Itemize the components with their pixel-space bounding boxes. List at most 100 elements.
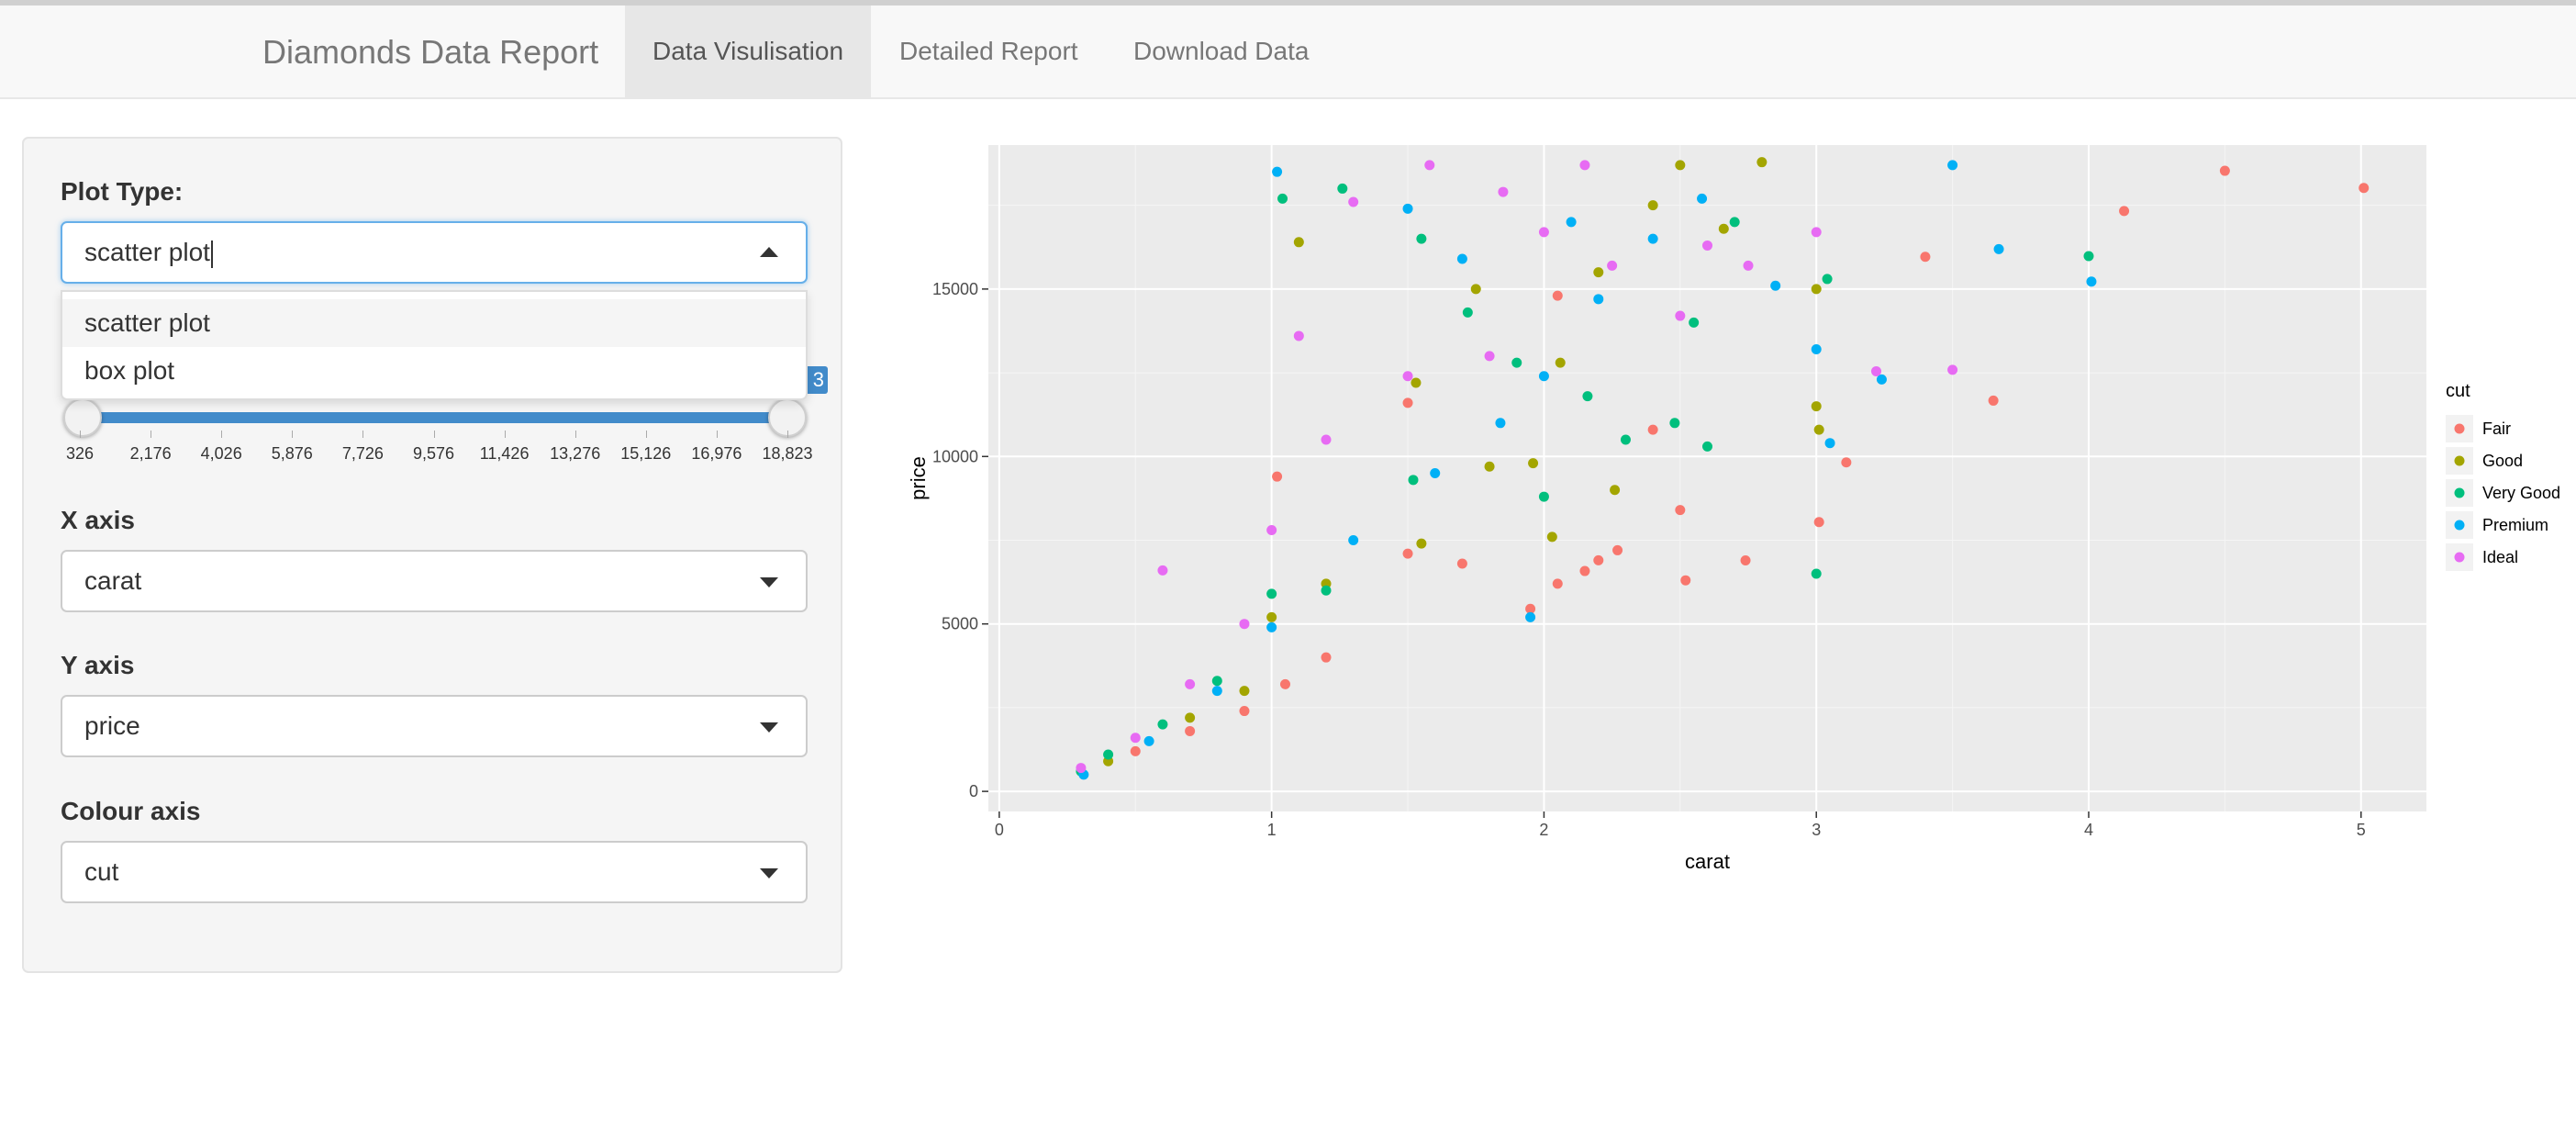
y-axis-select[interactable]: price bbox=[61, 695, 808, 757]
slider-tick-label: 326 bbox=[65, 444, 95, 463]
data-point-ideal bbox=[1266, 525, 1277, 536]
chevron-down-icon bbox=[760, 868, 778, 878]
x-axis-select[interactable]: carat bbox=[61, 550, 808, 612]
legend-label: Ideal bbox=[2482, 548, 2518, 566]
x-tick-label: 1 bbox=[1267, 821, 1277, 839]
data-point-very-good bbox=[1157, 719, 1168, 730]
slider-tick-mark bbox=[645, 431, 647, 438]
data-point-ideal bbox=[1076, 763, 1087, 774]
slider-tick-label: 7,726 bbox=[341, 444, 384, 463]
price-slider-min-handle[interactable] bbox=[63, 398, 102, 437]
data-point-premium bbox=[1456, 253, 1467, 264]
data-point-very-good bbox=[1729, 217, 1740, 228]
data-point-good bbox=[1593, 267, 1604, 278]
data-point-good bbox=[1546, 531, 1557, 543]
slider-tick-label: 13,276 bbox=[550, 444, 601, 463]
data-point-fair bbox=[1647, 424, 1658, 435]
data-point-very-good bbox=[1408, 475, 1419, 486]
data-point-fair bbox=[1988, 395, 1999, 406]
y-tick-label: 10000 bbox=[932, 447, 978, 465]
data-point-ideal bbox=[1185, 678, 1196, 689]
data-point-ideal bbox=[1157, 565, 1168, 576]
data-point-fair bbox=[2359, 183, 2370, 194]
chevron-down-icon bbox=[760, 722, 778, 733]
x-axis-label: X axis bbox=[61, 506, 135, 534]
data-point-premium bbox=[1811, 344, 1822, 355]
data-point-fair bbox=[2119, 206, 2130, 217]
slider-tick-label: 15,126 bbox=[620, 444, 672, 463]
data-point-premium bbox=[1266, 621, 1277, 632]
tab-data-visulisation[interactable]: Data Visulisation bbox=[625, 6, 872, 97]
data-point-good bbox=[1811, 284, 1822, 295]
data-point-premium bbox=[1647, 233, 1658, 244]
option-scatter-plot[interactable]: scatter plot bbox=[62, 299, 806, 347]
data-point-ideal bbox=[1402, 371, 1413, 382]
data-point-premium bbox=[1947, 160, 1958, 171]
legend-key-point bbox=[2454, 487, 2465, 498]
data-point-fair bbox=[1272, 471, 1283, 482]
data-point-good bbox=[1266, 611, 1277, 622]
x-axis-value: carat bbox=[84, 566, 142, 595]
data-point-fair bbox=[1740, 555, 1751, 566]
plot-panel bbox=[988, 145, 2426, 811]
data-point-fair bbox=[1552, 290, 1563, 301]
data-point-good bbox=[1411, 377, 1422, 388]
option-box-plot[interactable]: box plot bbox=[84, 356, 175, 385]
legend-key-point bbox=[2454, 455, 2465, 466]
sidebar-panel: Plot Type: scatter plot 3 326 2,176 4,026 5… bbox=[22, 137, 842, 973]
data-point-ideal bbox=[1321, 434, 1332, 445]
scatter-plot: 0 1 2 3 4 5 0 5000 10000 15000 carat price cut Fair Go… bbox=[907, 145, 2560, 872]
data-point-ideal bbox=[1947, 364, 1958, 375]
text-cursor bbox=[210, 240, 213, 268]
data-point-very-good bbox=[1103, 749, 1114, 760]
slider-tick-mark bbox=[80, 431, 81, 438]
data-point-fair bbox=[1402, 397, 1413, 408]
plot-type-label: Plot Type: bbox=[61, 177, 184, 206]
data-point-fair bbox=[1402, 548, 1413, 559]
plot-type-select[interactable]: scatter plot bbox=[61, 221, 808, 284]
slider-tick-mark bbox=[716, 431, 718, 438]
data-point-very-good bbox=[1266, 588, 1277, 599]
legend-key-point bbox=[2454, 520, 2465, 531]
price-slider-track[interactable] bbox=[79, 412, 789, 423]
data-point-premium bbox=[1272, 166, 1283, 177]
data-point-good bbox=[1185, 712, 1196, 723]
slider-tick-mark bbox=[433, 431, 435, 438]
data-point-ideal bbox=[1348, 196, 1359, 207]
data-point-ideal bbox=[1579, 160, 1590, 171]
slider-tick-label: 2,176 bbox=[129, 444, 172, 463]
data-point-very-good bbox=[1620, 434, 1631, 445]
slider-tick-mark bbox=[221, 431, 223, 438]
data-point-good bbox=[1610, 485, 1621, 496]
data-point-ideal bbox=[1871, 365, 1882, 376]
data-point-very-good bbox=[1211, 676, 1222, 687]
y-tick-label: 0 bbox=[969, 782, 978, 800]
slider-tick-label: 18,823 bbox=[762, 444, 813, 463]
tab-download-data[interactable]: Download Data bbox=[1133, 37, 1310, 65]
legend-label: Fair bbox=[2482, 420, 2511, 438]
data-point-very-good bbox=[1511, 357, 1522, 368]
data-point-ideal bbox=[1811, 227, 1822, 238]
data-point-very-good bbox=[1462, 307, 1473, 318]
y-tick-label: 5000 bbox=[942, 615, 978, 633]
data-point-premium bbox=[1402, 203, 1413, 214]
data-point-good bbox=[1293, 237, 1304, 248]
y-axis-value: price bbox=[84, 711, 140, 740]
data-point-premium bbox=[1824, 438, 1835, 449]
slider-tick-mark bbox=[292, 431, 294, 438]
legend-label: Premium bbox=[2482, 516, 2548, 534]
data-point-premium bbox=[1143, 735, 1154, 746]
data-point-fair bbox=[1841, 457, 1852, 468]
data-point-very-good bbox=[1321, 585, 1332, 596]
data-point-premium bbox=[1697, 193, 1708, 204]
data-point-ideal bbox=[1607, 260, 1618, 271]
tab-detailed-report[interactable]: Detailed Report bbox=[899, 37, 1078, 65]
slider-tick-label: 11,426 bbox=[479, 444, 530, 463]
data-point-ideal bbox=[1424, 160, 1435, 171]
legend-title: cut bbox=[2446, 381, 2470, 401]
data-point-premium bbox=[1566, 217, 1577, 228]
colour-axis-select[interactable]: cut bbox=[61, 841, 808, 903]
data-point-ideal bbox=[1130, 733, 1141, 744]
data-point-ideal bbox=[1498, 186, 1509, 197]
data-point-very-good bbox=[1702, 441, 1712, 452]
